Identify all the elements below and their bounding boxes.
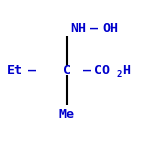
Text: NH: NH bbox=[70, 22, 86, 35]
Text: OH: OH bbox=[103, 22, 119, 35]
Text: C: C bbox=[63, 64, 71, 77]
Text: —: — bbox=[90, 21, 98, 34]
Text: —: — bbox=[28, 64, 36, 77]
Text: Et: Et bbox=[7, 64, 23, 77]
Text: —: — bbox=[83, 64, 91, 77]
Text: CO: CO bbox=[94, 64, 110, 77]
Text: 2: 2 bbox=[116, 70, 121, 79]
Text: Me: Me bbox=[58, 108, 74, 121]
Text: H: H bbox=[122, 64, 130, 77]
